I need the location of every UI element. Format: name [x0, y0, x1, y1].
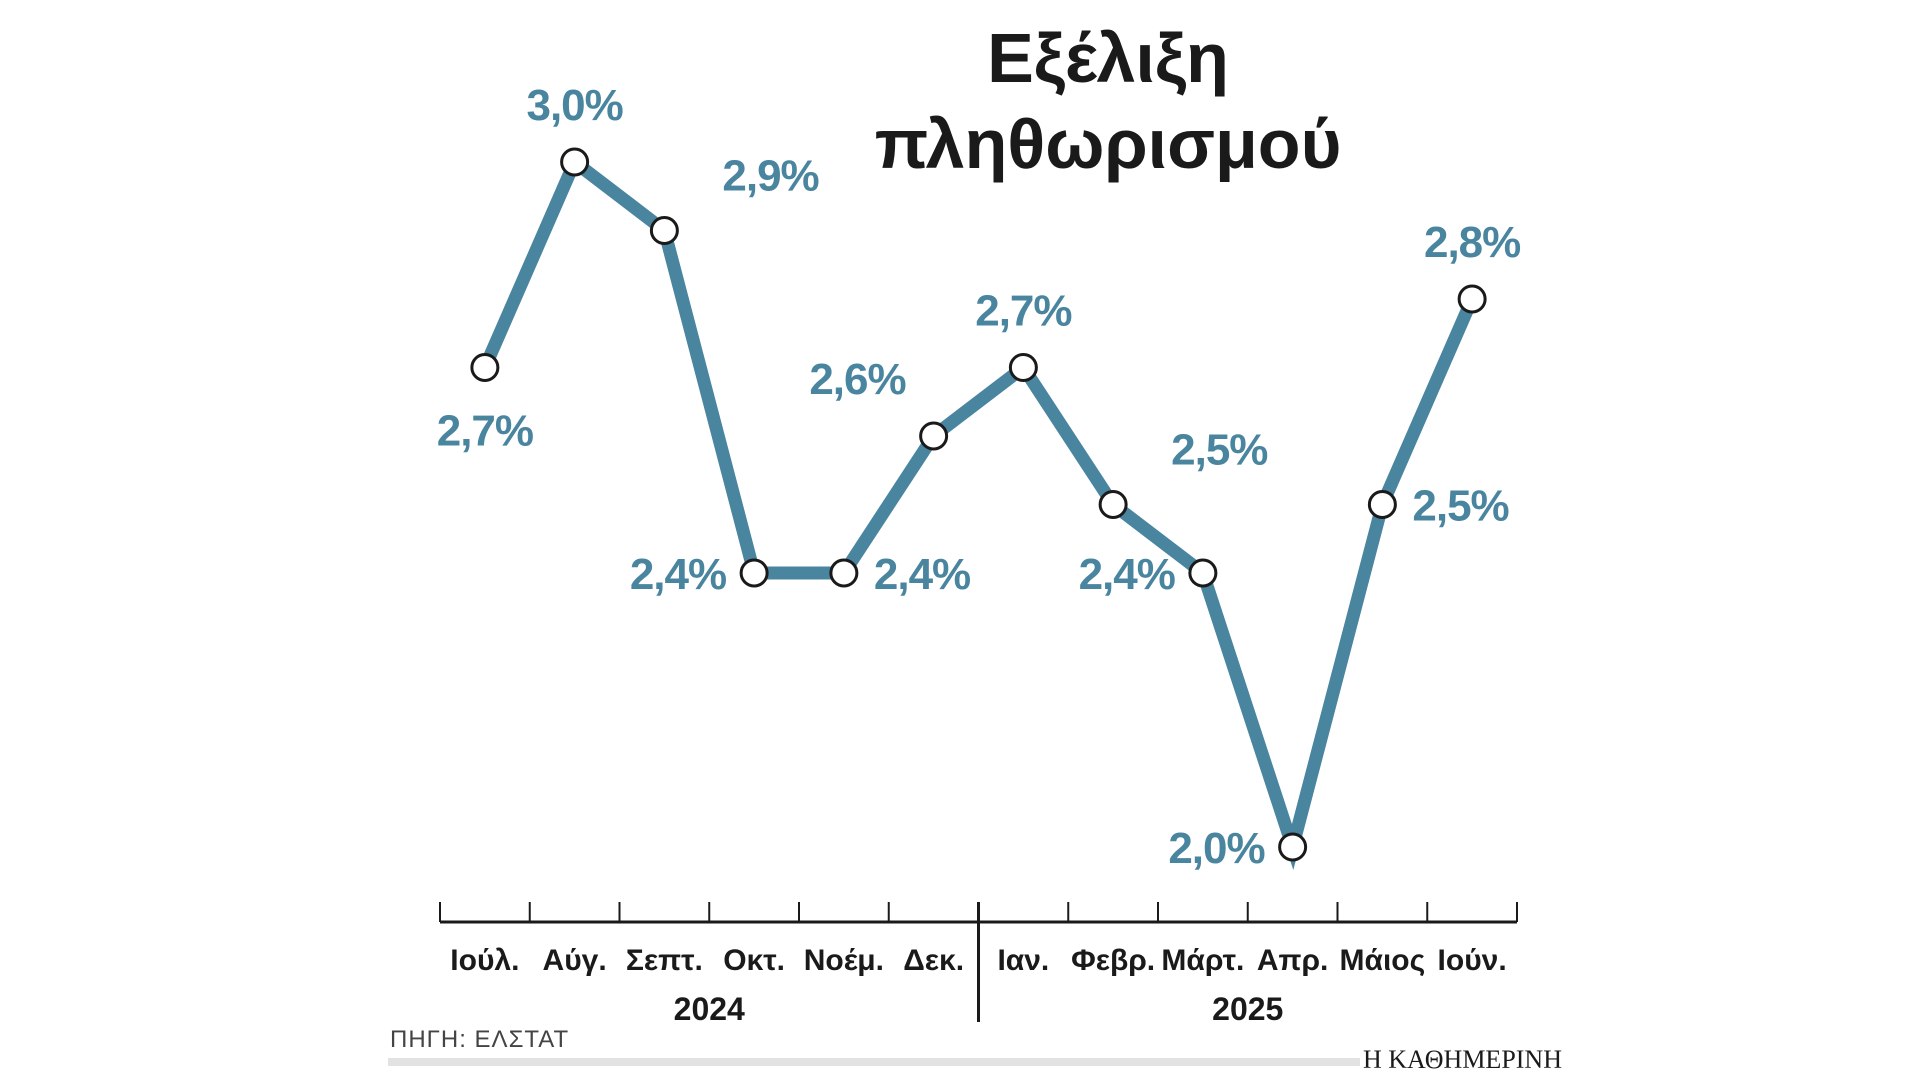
x-tick-label: Απρ.	[1257, 944, 1329, 977]
source-note: ΠΗΓΗ: ΕΛΣΤΑΤ	[390, 1026, 569, 1053]
data-label: 3,0%	[526, 81, 622, 130]
x-tick-label: Ιούν.	[1438, 944, 1507, 977]
data-point	[739, 558, 769, 588]
data-label: 2,6%	[809, 355, 905, 404]
year-label: 2025	[1212, 991, 1283, 1027]
series-line-group	[478, 151, 1479, 870]
data-point	[1367, 490, 1397, 519]
data-point	[829, 558, 859, 588]
x-tick-label: Ιούλ.	[450, 944, 519, 977]
data-markers	[470, 147, 1487, 862]
data-label: 2,4%	[874, 550, 970, 599]
data-label: 2,9%	[722, 152, 818, 201]
x-tick-label: Νοέμ.	[804, 944, 884, 977]
data-point	[1008, 353, 1038, 382]
x-tick-label: Μάιος	[1340, 944, 1426, 977]
x-tick-label: Σεπτ.	[626, 944, 703, 977]
series-line	[478, 151, 1479, 870]
year-label: 2024	[674, 991, 745, 1027]
data-point	[1098, 490, 1128, 519]
data-point	[919, 421, 949, 451]
x-tick-label: Δεκ.	[903, 944, 964, 977]
data-label: 2,4%	[1079, 550, 1175, 599]
data-label: 2,4%	[630, 550, 726, 599]
data-label: 2,7%	[975, 287, 1071, 336]
data-label: 2,5%	[1412, 482, 1508, 531]
data-label: 2,0%	[1168, 824, 1264, 873]
data-point	[1278, 832, 1308, 862]
x-tick-label: Μάρτ.	[1161, 944, 1244, 977]
chart-title-line-1: Εξέλιξη	[987, 19, 1229, 97]
x-tick-label: Φεβρ.	[1071, 944, 1155, 977]
data-point	[470, 353, 500, 382]
data-point	[560, 147, 590, 177]
x-tick-label: Οκτ.	[723, 944, 785, 977]
x-tick-label: Αύγ.	[543, 944, 607, 977]
x-axis: Ιούλ. Αύγ. Σεπτ. Οκτ. Νοέμ. Δεκ. Ιαν. Φεβρ. Μάρτ…	[439, 902, 1518, 1027]
data-point	[1457, 284, 1487, 314]
data-labels: 2,7% 3,0% 2,9% 2,4% 2,4% 2,6% 2,7% 2,5% 2,4% 2,0%…	[437, 81, 1522, 873]
publisher-logo: Η ΚΑΘΗΜΕΡΙΝΗ	[1363, 1045, 1562, 1074]
source-underline-bar	[388, 1058, 1360, 1066]
data-label: 2,8%	[1424, 218, 1520, 267]
data-point	[649, 216, 679, 245]
chart-title-line-2: πληθωρισμού	[875, 105, 1342, 183]
x-tick-label: Ιαν.	[997, 944, 1049, 977]
data-label: 2,5%	[1171, 426, 1267, 475]
data-point	[1188, 558, 1218, 588]
data-label: 2,7%	[437, 407, 533, 456]
